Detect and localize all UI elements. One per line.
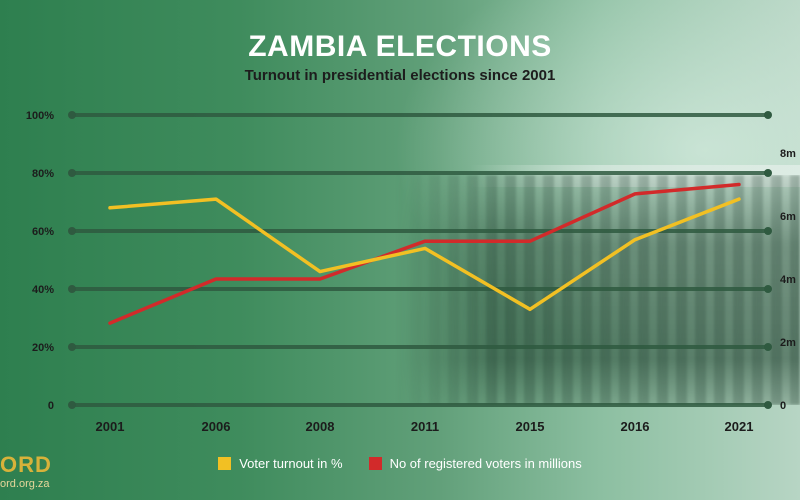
legend: Voter turnout in % No of registered vote…	[0, 456, 800, 471]
left-tick-label: 60%	[32, 226, 54, 238]
legend-label-turnout: Voter turnout in %	[239, 456, 343, 471]
legend-item-registered: No of registered voters in millions	[368, 456, 582, 471]
gridline-dot	[68, 285, 76, 293]
x-tick-label: 2015	[516, 419, 545, 434]
x-axis-ticks: 2001 2006 2008 2011 2015 2016 2021	[96, 419, 754, 434]
gridline-dot	[68, 227, 76, 235]
x-tick-label: 2016	[621, 419, 650, 434]
x-tick-label: 2006	[202, 419, 231, 434]
legend-swatch-turnout	[218, 457, 232, 470]
left-tick-label: 80%	[32, 168, 54, 180]
gridline-dot	[764, 111, 772, 119]
legend-label-registered: No of registered voters in millions	[389, 456, 582, 471]
x-tick-label: 2001	[96, 419, 125, 434]
right-tick-label: 8m	[780, 148, 796, 160]
legend-item-turnout: Voter turnout in %	[218, 456, 343, 471]
logo-url: ord.org.za	[0, 478, 50, 490]
series-lines	[108, 182, 741, 325]
legend-swatch-registered	[368, 457, 382, 470]
gridline-dot	[68, 169, 76, 177]
left-tick-label: 40%	[32, 284, 54, 296]
left-tick-label: 100%	[26, 110, 54, 122]
chart-subtitle: Turnout in presidential elections since …	[244, 67, 556, 84]
gridline-dot	[764, 227, 772, 235]
gridline-dot	[764, 169, 772, 177]
chart-title: ZAMBIA ELECTIONS	[248, 30, 552, 63]
series-line-turnout	[108, 197, 741, 312]
x-tick-label: 2011	[411, 419, 439, 434]
x-tick-label: 2008	[306, 419, 335, 434]
gridline-dot	[68, 111, 76, 119]
x-tick-label: 2021	[725, 419, 754, 434]
gridline-dot	[68, 343, 76, 351]
left-tick-label: 0	[48, 400, 54, 412]
right-tick-label: 0	[780, 400, 786, 412]
gridline-dot	[764, 285, 772, 293]
logo: ORD	[0, 452, 52, 477]
right-axis-ticks: 0 2m 4m 6m 8m	[780, 148, 796, 412]
right-tick-label: 2m	[780, 337, 796, 349]
gridline-dot	[764, 343, 772, 351]
gridlines	[68, 111, 772, 409]
left-axis-ticks: 0 20% 40% 60% 80% 100%	[26, 110, 54, 412]
right-tick-label: 6m	[780, 211, 796, 223]
right-tick-label: 4m	[780, 274, 796, 286]
gridline-dot	[764, 401, 772, 409]
gridline-dot	[68, 401, 76, 409]
left-tick-label: 20%	[32, 342, 54, 354]
series-line-registered	[108, 182, 741, 325]
